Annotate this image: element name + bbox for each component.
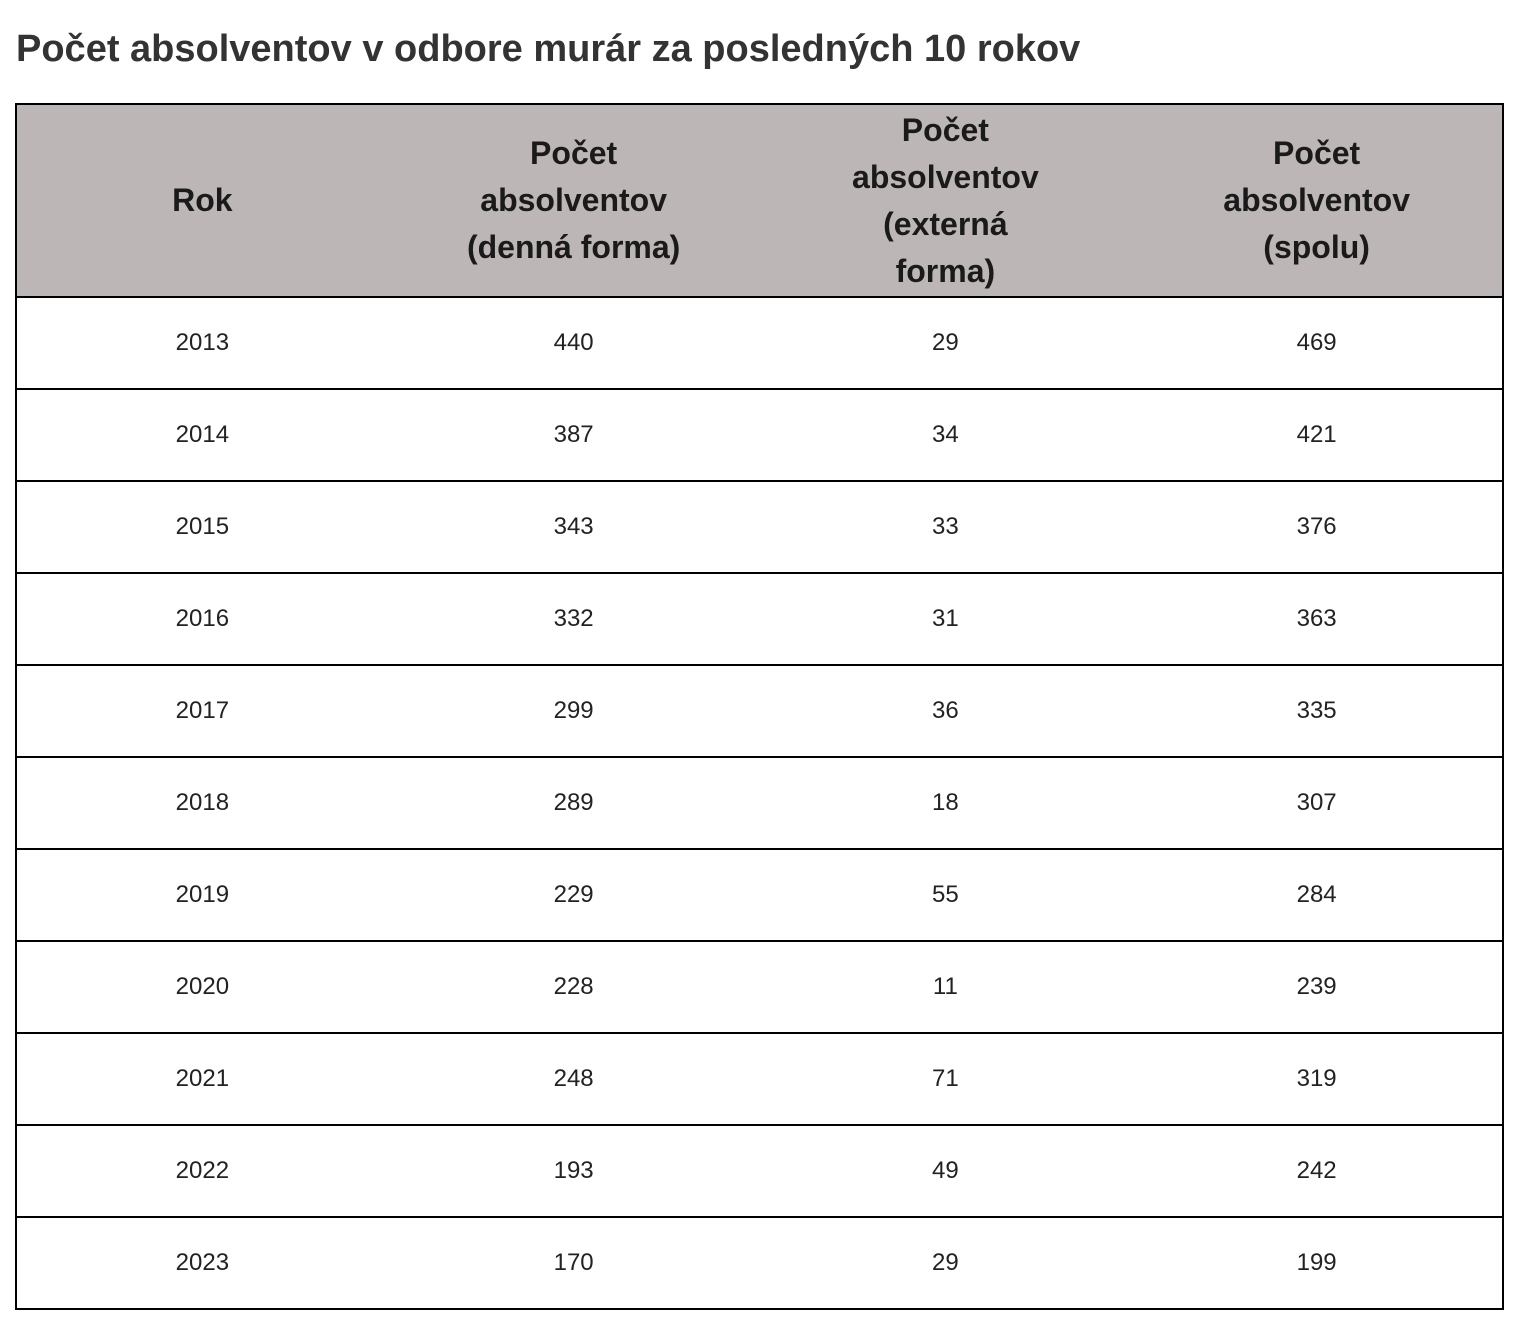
- column-header-1: Počet absolventov (denná forma): [387, 103, 760, 298]
- table-cell: 2016: [15, 572, 388, 666]
- table-cell: 387: [387, 388, 760, 482]
- column-header-label: Počet absolventov (externá forma): [852, 111, 1039, 289]
- table-cell: 229: [387, 848, 760, 942]
- table-cell: 11: [759, 940, 1132, 1034]
- column-header-label: Počet absolventov (denná forma): [466, 135, 681, 265]
- table-row: 2019 229 55 284: [15, 848, 1504, 942]
- table-cell: 71: [759, 1032, 1132, 1126]
- table-cell: 193: [387, 1124, 760, 1218]
- table-cell: 29: [759, 1216, 1132, 1310]
- table-row: 2015 343 33 376: [15, 480, 1504, 574]
- table-cell: 284: [1131, 848, 1504, 942]
- table-row: 2022 193 49 242: [15, 1124, 1504, 1218]
- table-cell: 2019: [15, 848, 388, 942]
- table-cell: 335: [1131, 664, 1504, 758]
- table-cell: 363: [1131, 572, 1504, 666]
- table-cell: 55: [759, 848, 1132, 942]
- table-cell: 170: [387, 1216, 760, 1310]
- table-cell: 299: [387, 664, 760, 758]
- table-cell: 2013: [15, 296, 388, 390]
- table-cell: 332: [387, 572, 760, 666]
- table-cell: 440: [387, 296, 760, 390]
- table-cell: 36: [759, 664, 1132, 758]
- table-header-row: Rok Počet absolventov (denná forma) Počet …: [15, 103, 1504, 298]
- table-cell: 2017: [15, 664, 388, 758]
- table-cell: 242: [1131, 1124, 1504, 1218]
- table-row: 2016 332 31 363: [15, 572, 1504, 666]
- table-row: 2014 387 34 421: [15, 388, 1504, 482]
- table-cell: 2014: [15, 388, 388, 482]
- table-cell: 34: [759, 388, 1132, 482]
- column-header-label: Počet absolventov (spolu): [1223, 135, 1410, 265]
- table-row: 2017 299 36 335: [15, 664, 1504, 758]
- table-cell: 18: [759, 756, 1132, 850]
- table-body: 2013 440 29 469 2014 387 34 421 2015 343 33 376 2016…: [15, 296, 1504, 1310]
- table-row: 2013 440 29 469: [15, 296, 1504, 390]
- table-row: 2018 289 18 307: [15, 756, 1504, 850]
- table-cell: 29: [759, 296, 1132, 390]
- table-cell: 31: [759, 572, 1132, 666]
- table-cell: 2021: [15, 1032, 388, 1126]
- table-cell: 2023: [15, 1216, 388, 1310]
- table-cell: 2018: [15, 756, 388, 850]
- table-cell: 307: [1131, 756, 1504, 850]
- table-cell: 33: [759, 480, 1132, 574]
- table-cell: 239: [1131, 940, 1504, 1034]
- table-cell: 421: [1131, 388, 1504, 482]
- table-cell: 2015: [15, 480, 388, 574]
- table-cell: 319: [1131, 1032, 1504, 1126]
- table-cell: 199: [1131, 1216, 1504, 1310]
- table-row: 2021 248 71 319: [15, 1032, 1504, 1126]
- column-header-3: Počet absolventov (spolu): [1131, 103, 1504, 298]
- column-header-0: Rok: [15, 103, 388, 298]
- column-header-2: Počet absolventov (externá forma): [759, 103, 1132, 298]
- table-cell: 2020: [15, 940, 388, 1034]
- table-cell: 289: [387, 756, 760, 850]
- table-cell: 343: [387, 480, 760, 574]
- table-row: 2023 170 29 199: [15, 1216, 1504, 1310]
- table-cell: 228: [387, 940, 760, 1034]
- graduates-table: Rok Počet absolventov (denná forma) Počet …: [15, 103, 1504, 1310]
- table-cell: 248: [387, 1032, 760, 1126]
- column-header-label: Rok: [172, 182, 233, 218]
- table-cell: 469: [1131, 296, 1504, 390]
- table-cell: 49: [759, 1124, 1132, 1218]
- table-cell: 376: [1131, 480, 1504, 574]
- page-title: Počet absolventov v odbore murár za posl…: [16, 28, 1081, 70]
- table-row: 2020 228 11 239: [15, 940, 1504, 1034]
- table-cell: 2022: [15, 1124, 388, 1218]
